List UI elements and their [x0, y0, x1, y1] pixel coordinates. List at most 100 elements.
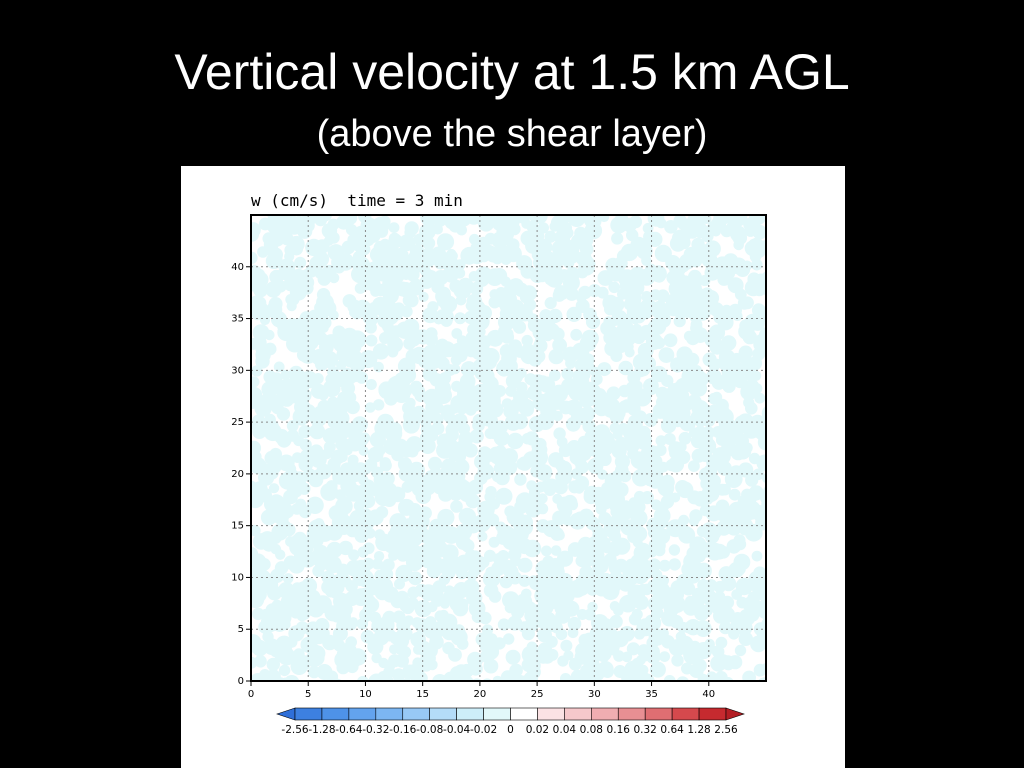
x-axis: 0 5 10 15 20 25 30 35 40 — [248, 681, 715, 700]
colorbar-box — [456, 707, 484, 721]
field-blob — [561, 506, 573, 518]
field-blob — [533, 338, 548, 353]
field-blob — [656, 516, 669, 529]
field-blob — [570, 328, 583, 341]
grid-lines — [251, 215, 766, 681]
field-blob — [632, 567, 649, 585]
field-blob — [619, 594, 637, 613]
field-blob — [280, 369, 291, 380]
field-blob — [454, 312, 467, 325]
field-blob — [251, 376, 260, 388]
y-tick-label: 10 — [231, 572, 244, 583]
field-blob — [523, 539, 542, 558]
colorbar-box — [375, 707, 404, 721]
field-blob — [621, 669, 638, 681]
field-blob — [266, 657, 280, 672]
field-blob — [733, 374, 748, 389]
colorbar-label: 0.02 — [526, 724, 549, 736]
field-blob — [721, 576, 737, 592]
field-blob — [373, 361, 384, 373]
field-blob — [337, 452, 348, 463]
field-blob — [253, 282, 268, 298]
field-blob — [365, 402, 376, 413]
field-blob — [678, 526, 696, 544]
field-blob — [493, 430, 510, 446]
field-blob — [379, 332, 391, 344]
field-blob — [318, 322, 329, 333]
field-blob — [427, 659, 438, 671]
field-blob — [286, 420, 299, 432]
field-blob — [655, 386, 669, 400]
field-blob — [529, 577, 542, 591]
field-blob — [534, 481, 546, 493]
field-blob — [717, 460, 732, 476]
field-blob — [610, 216, 628, 234]
field-blob — [252, 271, 269, 288]
field-blob — [626, 642, 640, 656]
x-tick-label: 0 — [248, 689, 254, 700]
field-blob — [341, 240, 356, 255]
field-blob — [587, 457, 604, 474]
x-tick-label: 40 — [702, 689, 715, 700]
field-blob — [509, 370, 524, 384]
field-blob — [663, 675, 676, 681]
field-blob — [347, 454, 359, 466]
field-blob — [725, 519, 743, 536]
field-blob — [609, 408, 625, 424]
field-blob — [719, 621, 732, 635]
field-blob — [457, 675, 474, 681]
y-tick-label: 40 — [231, 262, 244, 273]
field-blob — [284, 675, 300, 681]
field-blob — [252, 607, 265, 621]
field-blob — [553, 480, 568, 495]
field-blob — [574, 483, 585, 494]
field-blob — [576, 266, 589, 279]
field-blob — [286, 636, 298, 648]
field-blob — [537, 493, 548, 504]
field-blob — [677, 235, 691, 250]
field-blob — [406, 258, 419, 271]
field-blob — [403, 337, 416, 350]
field-blob — [333, 261, 346, 274]
field-blob — [673, 315, 686, 328]
field-blob — [379, 459, 392, 472]
field-blob — [600, 498, 612, 510]
field-blob — [375, 506, 389, 519]
field-blob — [679, 415, 696, 432]
field-blob — [454, 267, 466, 279]
field-blob — [364, 321, 377, 334]
field-blob — [613, 650, 625, 662]
colorbar-box — [564, 707, 592, 721]
colorbar-box — [402, 707, 430, 721]
field-blob — [405, 553, 424, 572]
field-blob — [436, 233, 455, 251]
field-blob — [427, 601, 438, 613]
field-blob — [463, 443, 478, 458]
field-blob — [265, 281, 282, 298]
field-blob — [482, 569, 501, 588]
field-blob — [477, 531, 488, 542]
field-blob — [442, 526, 461, 544]
field-blob — [452, 600, 469, 617]
field-blob — [488, 498, 500, 510]
field-blob — [750, 316, 765, 331]
field-blob — [742, 442, 753, 454]
field-blob — [670, 357, 686, 373]
field-blob — [308, 472, 324, 488]
field-blob — [692, 658, 707, 673]
field-blob — [497, 618, 511, 631]
field-blob — [406, 445, 419, 458]
field-blob — [372, 343, 390, 360]
field-blob — [328, 310, 339, 321]
field-blob — [535, 464, 553, 481]
field-blob — [468, 479, 484, 495]
field-blob — [276, 407, 291, 421]
field-blob — [538, 376, 556, 393]
field-blob — [756, 454, 766, 472]
field-blob — [722, 657, 735, 671]
field-blob — [402, 416, 420, 434]
field-blob — [367, 638, 384, 655]
field-blob — [754, 392, 766, 404]
field-blob — [643, 413, 658, 427]
field-blob — [584, 608, 596, 621]
